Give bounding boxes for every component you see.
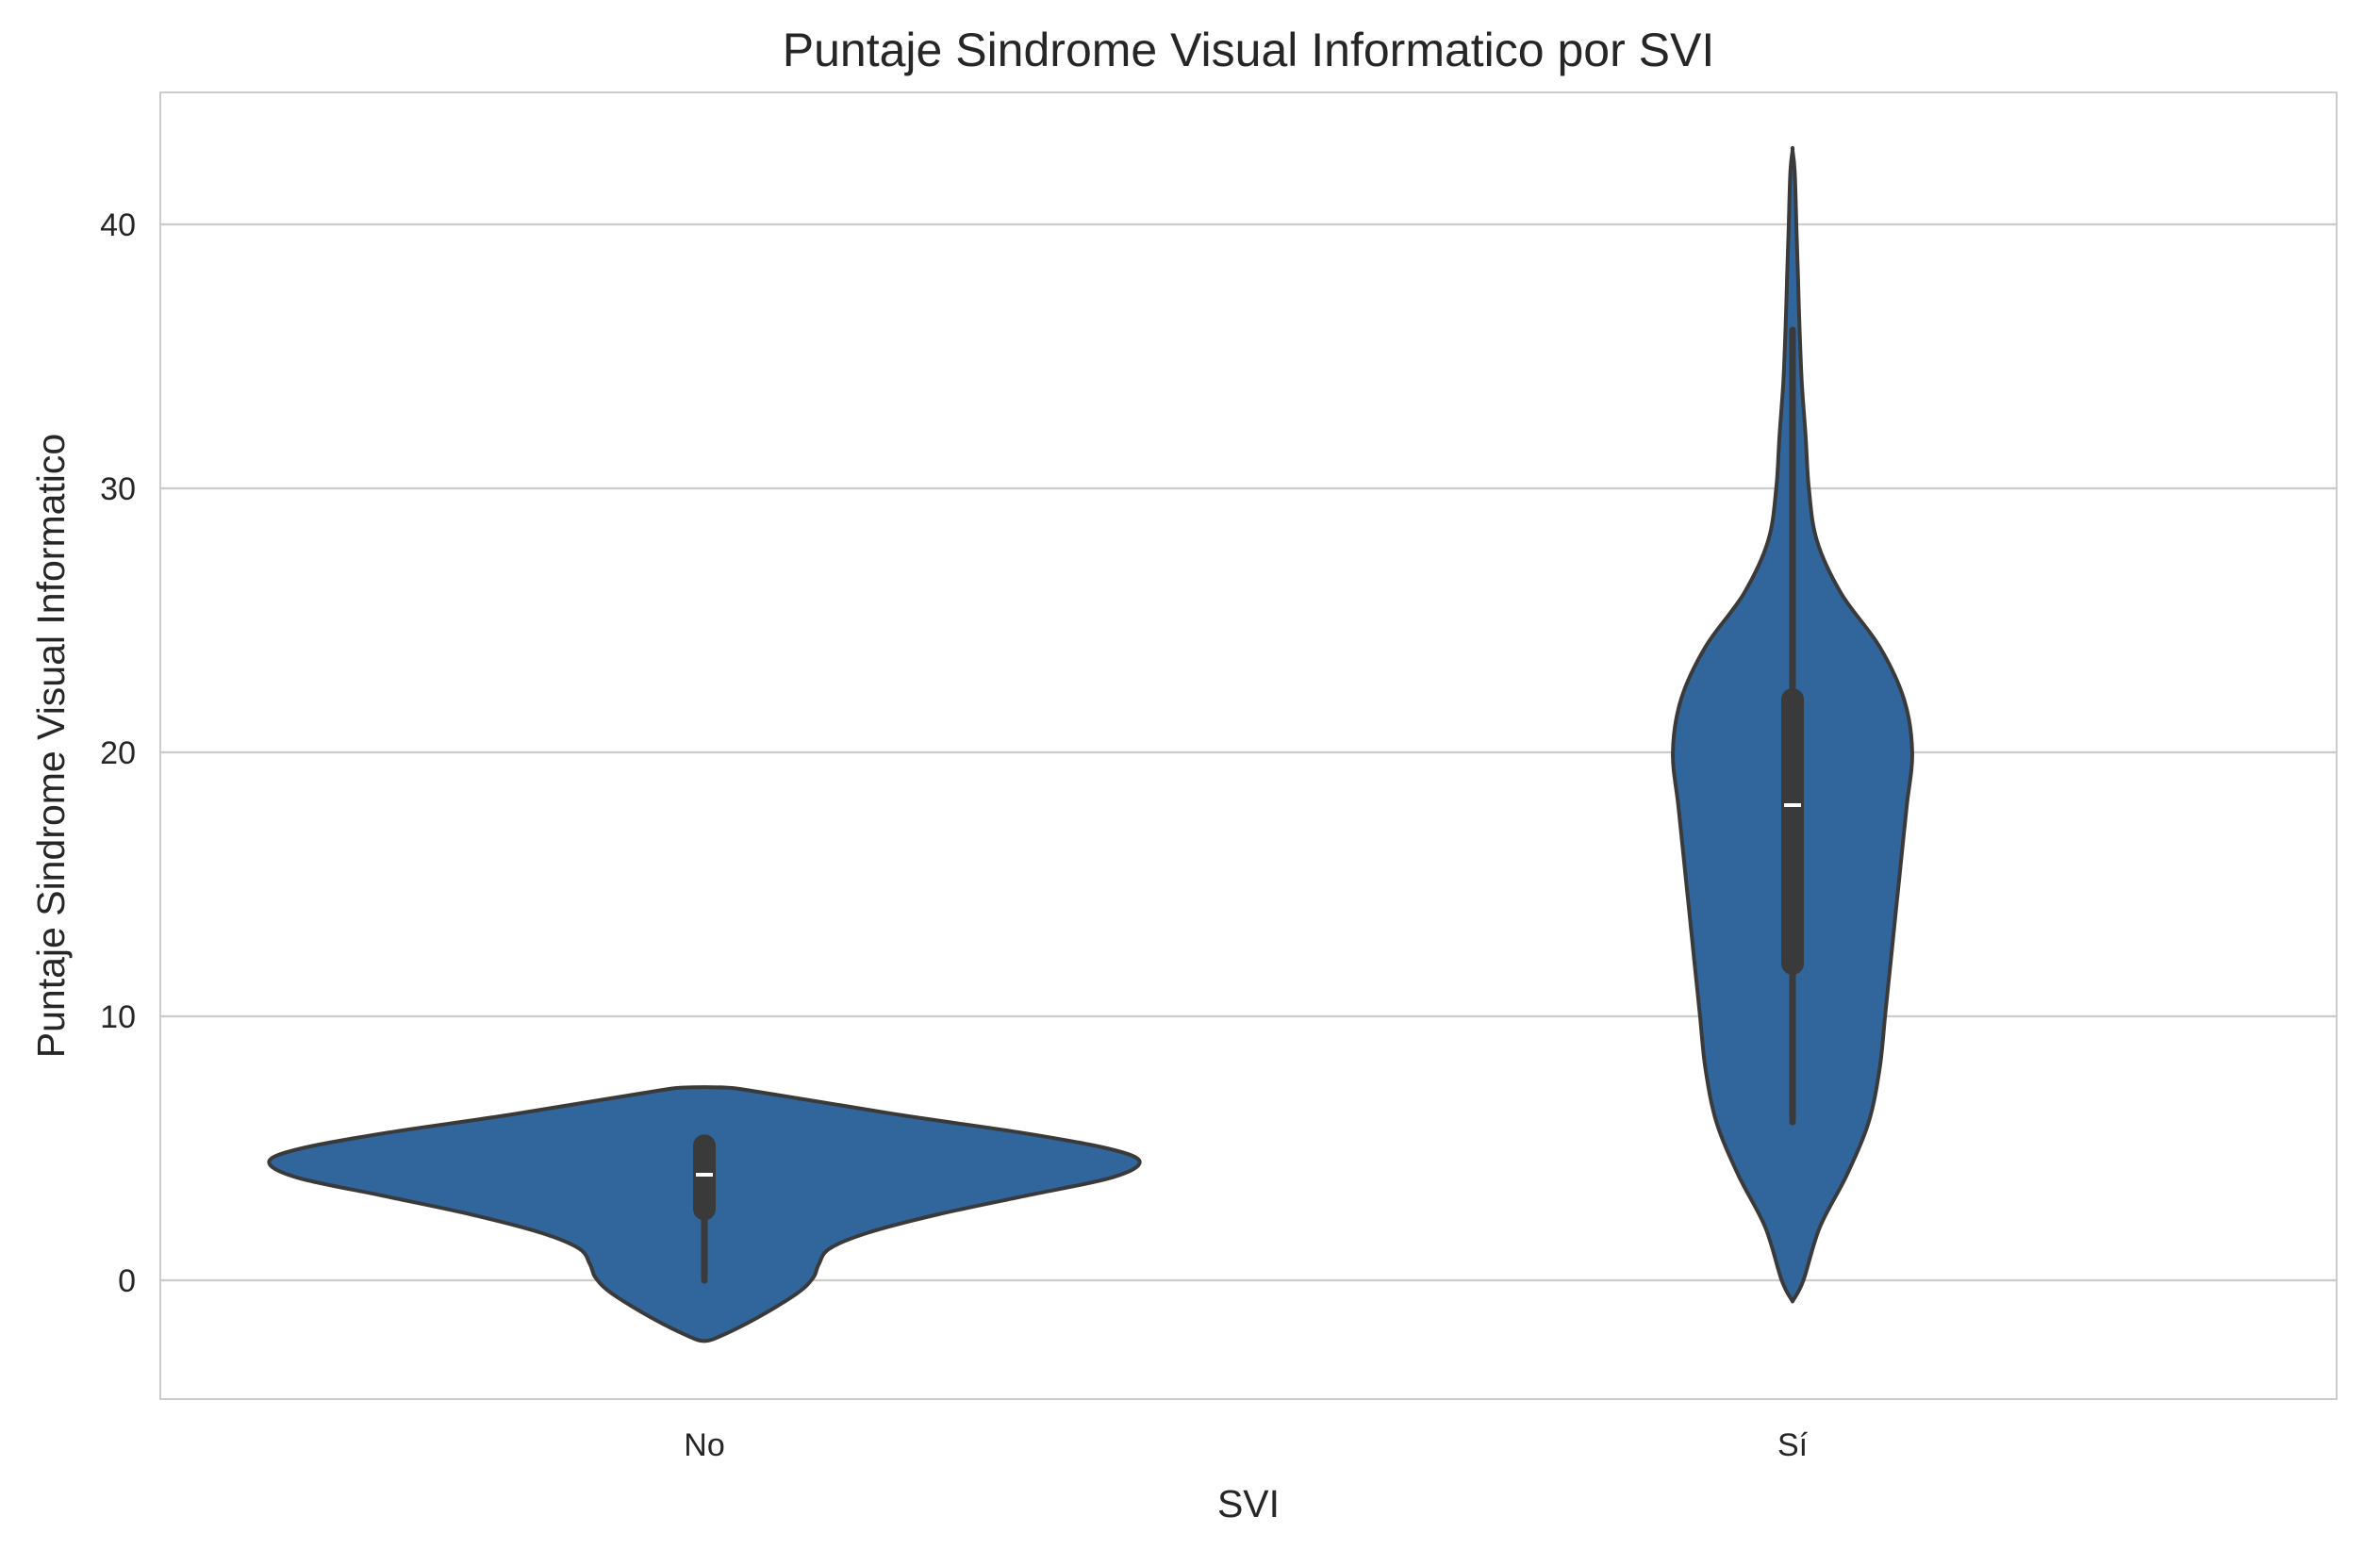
y-tick-label: 10 <box>100 999 136 1035</box>
y-tick-label: 0 <box>118 1263 136 1299</box>
y-tick-label: 20 <box>100 735 136 771</box>
x-tick-label: Sí <box>1777 1427 1809 1463</box>
tick-labels: 0 10 20 30 40 No Sí <box>100 207 1808 1463</box>
gridlines <box>160 222 2337 1282</box>
x-axis-label: SVI <box>1217 1482 1280 1525</box>
axes-frame <box>159 91 2338 1400</box>
y-tick-label: 30 <box>100 471 136 507</box>
y-axis-label: Puntaje Sindrome Visual Informatico <box>29 434 73 1058</box>
y-tick-label: 40 <box>100 207 136 243</box>
x-tick-label: No <box>684 1427 724 1463</box>
chart-title: Puntaje Sindrome Visual Informatico por … <box>783 24 1714 76</box>
plot-area <box>267 145 1914 1343</box>
